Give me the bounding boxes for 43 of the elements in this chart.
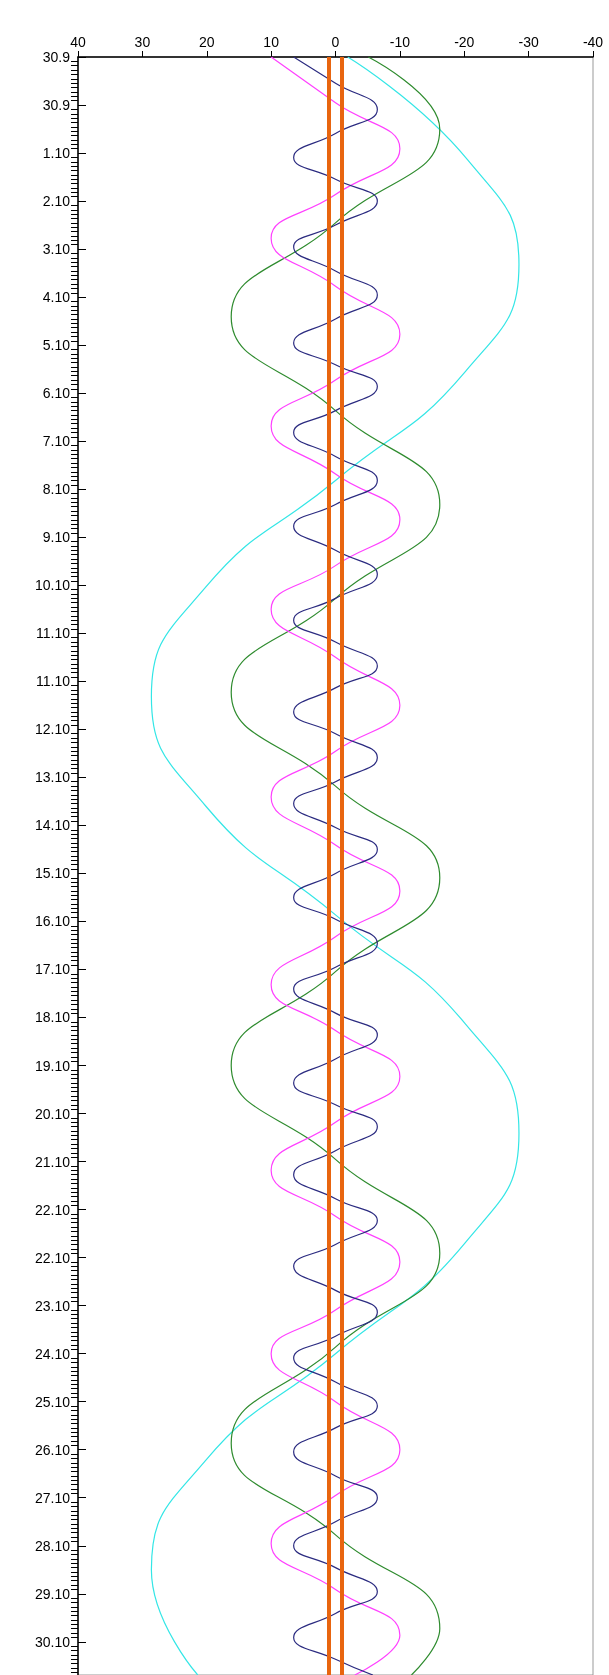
y-tick-label: 22.10 — [34, 1249, 71, 1266]
y-tick-label: 7.10 — [42, 433, 71, 450]
x-tick-label: -10 — [389, 34, 411, 50]
y-tick-label: 5.10 — [42, 337, 71, 354]
y-tick-label: 11.10 — [36, 673, 71, 690]
y-tick-label: 17.10 — [34, 961, 71, 978]
x-tick-label: 40 — [70, 34, 86, 50]
x-tick-label: 0 — [331, 34, 340, 50]
y-tick-label: 23.10 — [34, 1297, 71, 1314]
y-tick-label: 30.10 — [34, 1633, 71, 1650]
x-tick-label: 20 — [198, 34, 215, 50]
x-tick-label: -20 — [454, 34, 475, 50]
y-tick-label: 19.10 — [34, 1057, 71, 1074]
y-tick-label: 24.10 — [34, 1345, 71, 1362]
x-tick-label: -40 — [582, 34, 604, 50]
x-tick-label: 30 — [134, 34, 151, 50]
y-tick-label: 21.10 — [34, 1153, 71, 1170]
y-tick-label: 6.10 — [42, 385, 71, 402]
y-tick-label: 30.9 — [42, 97, 71, 114]
y-tick-label: 14.10 — [34, 817, 71, 834]
y-tick-label: 26.10 — [34, 1441, 71, 1458]
y-tick-label: 1.10 — [42, 145, 71, 162]
x-tick-label: -30 — [518, 34, 539, 50]
y-tick-label: 30.9 — [42, 49, 71, 65]
y-tick-label: 16.10 — [34, 913, 71, 930]
y-tick-label: 12.10 — [34, 721, 71, 738]
y-tick-label: 3.10 — [42, 241, 71, 258]
y-tick-label: 10.10 — [34, 577, 71, 594]
y-tick-label: 2.10 — [42, 193, 71, 210]
y-tick-label: 25.10 — [34, 1393, 71, 1410]
y-tick-label: 27.10 — [34, 1489, 71, 1506]
x-tick-label: 10 — [263, 34, 280, 50]
y-tick-label: 13.10 — [34, 769, 71, 786]
y-tick-label: 18.10 — [34, 1009, 71, 1026]
y-tick-label: 9.10 — [42, 529, 71, 546]
y-tick-label: 11.10 — [36, 625, 71, 642]
y-tick-label: 20.10 — [34, 1105, 71, 1122]
y-tick-label: 4.10 — [42, 289, 71, 306]
y-tick-label: 22.10 — [34, 1201, 71, 1218]
y-tick-label: 29.10 — [34, 1585, 71, 1602]
y-tick-label: 8.10 — [42, 481, 71, 498]
y-tick-label: 15.10 — [34, 865, 71, 882]
y-tick-label: 28.10 — [34, 1537, 71, 1554]
